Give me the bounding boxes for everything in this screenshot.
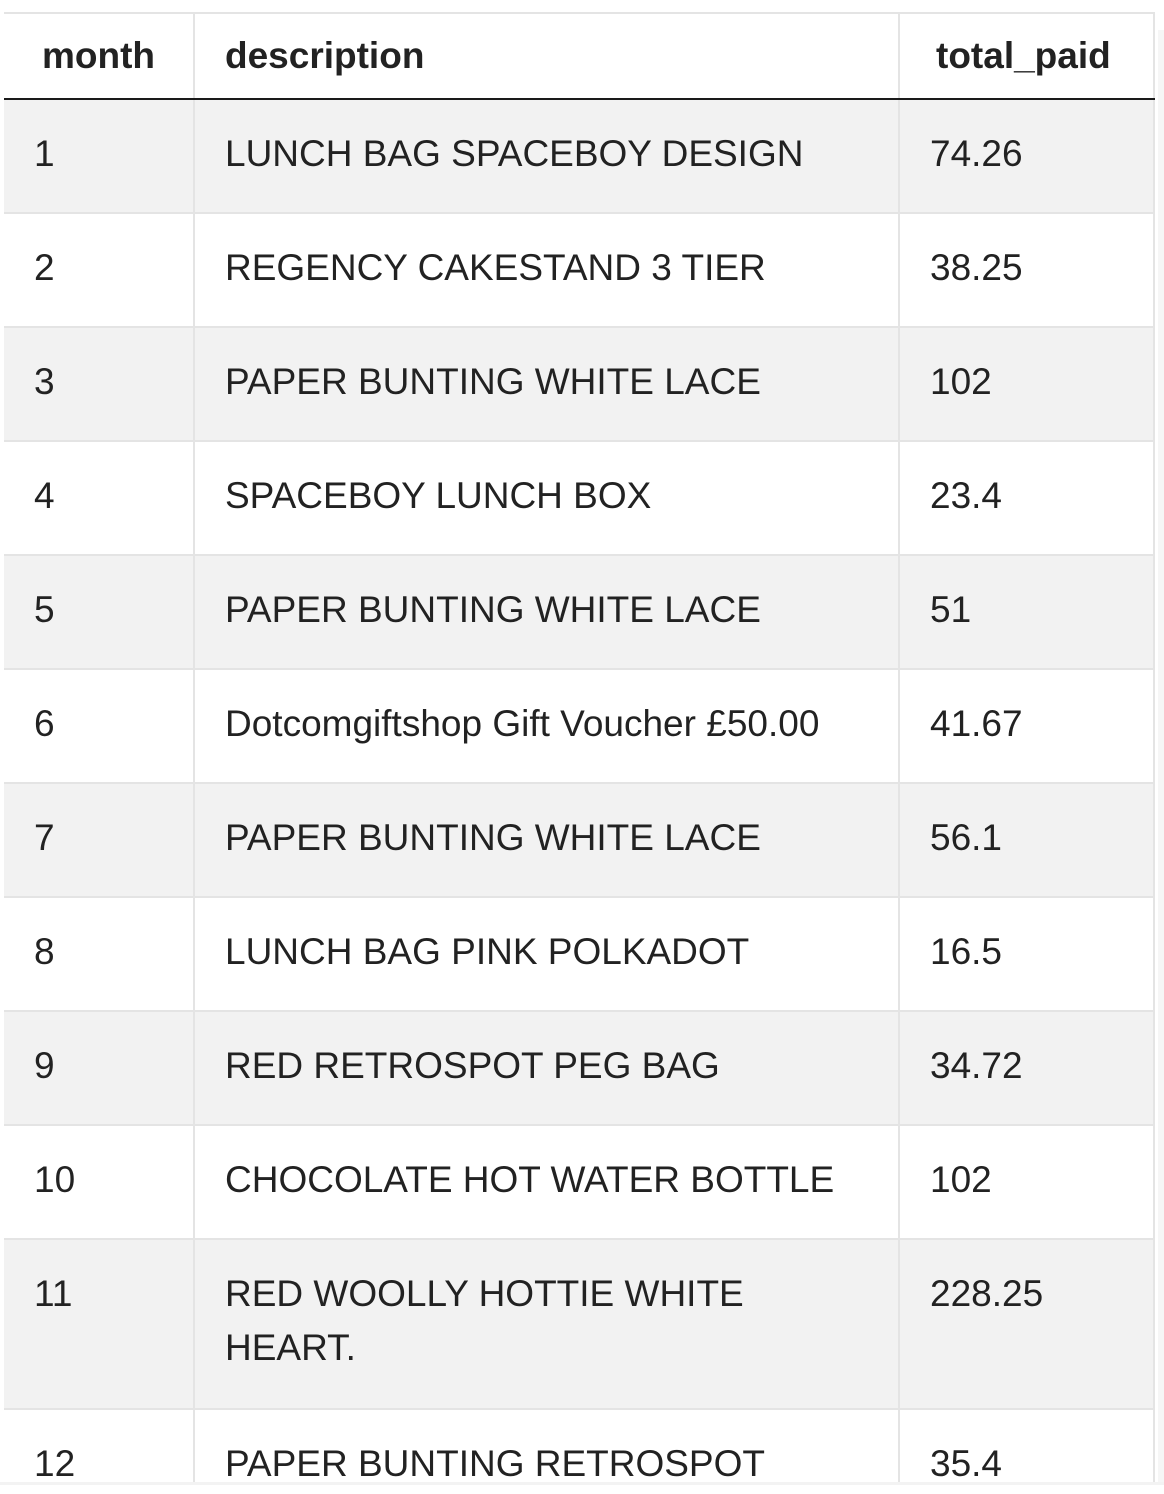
cell-description: PAPER BUNTING WHITE LACE — [193, 782, 899, 897]
cell-total-paid: 38.25 — [898, 212, 1155, 327]
cell-total-paid: 23.4 — [898, 440, 1155, 555]
cell-description: LUNCH BAG PINK POLKADOT — [193, 896, 899, 1011]
cell-total-paid: 228.25 — [898, 1238, 1155, 1409]
cell-total-paid: 102 — [898, 1124, 1155, 1239]
cell-month: 1 — [4, 98, 194, 213]
cell-total-paid: 102 — [898, 326, 1155, 441]
table-row: 9 RED RETROSPOT PEG BAG 34.72 — [4, 1010, 1155, 1125]
cell-description: PAPER BUNTING RETROSPOT — [193, 1408, 899, 1482]
cell-total-paid: 16.5 — [898, 896, 1155, 1011]
cell-description: PAPER BUNTING WHITE LACE — [193, 554, 899, 669]
header-row: month description total_paid — [4, 12, 1155, 100]
vertical-scrollbar[interactable] — [1158, 30, 1164, 1482]
table-row: 4 SPACEBOY LUNCH BOX 23.4 — [4, 440, 1155, 555]
cell-month: 10 — [4, 1124, 194, 1239]
column-header-total-paid: total_paid — [898, 12, 1155, 100]
table-row: 2 REGENCY CAKESTAND 3 TIER 38.25 — [4, 212, 1155, 327]
table-row: 7 PAPER BUNTING WHITE LACE 56.1 — [4, 782, 1155, 897]
cell-month: 11 — [4, 1238, 194, 1409]
table-row: 11 RED WOOLLY HOTTIE WHITE HEART. 228.25 — [4, 1238, 1155, 1409]
cell-total-paid: 74.26 — [898, 98, 1155, 213]
results-table: month description total_paid 1 LUNCH BAG… — [4, 12, 1155, 1482]
cell-month: 8 — [4, 896, 194, 1011]
table-row: 6 Dotcomgiftshop Gift Voucher £50.00 41.… — [4, 668, 1155, 783]
cell-description: REGENCY CAKESTAND 3 TIER — [193, 212, 899, 327]
cell-description: PAPER BUNTING WHITE LACE — [193, 326, 899, 441]
cell-month: 2 — [4, 212, 194, 327]
cell-total-paid: 35.4 — [898, 1408, 1155, 1482]
cell-month: 9 — [4, 1010, 194, 1125]
cell-month: 6 — [4, 668, 194, 783]
cell-description: RED RETROSPOT PEG BAG — [193, 1010, 899, 1125]
table-row: 12 PAPER BUNTING RETROSPOT 35.4 — [4, 1408, 1155, 1482]
cell-total-paid: 34.72 — [898, 1010, 1155, 1125]
table-row: 8 LUNCH BAG PINK POLKADOT 16.5 — [4, 896, 1155, 1011]
table-row: 10 CHOCOLATE HOT WATER BOTTLE 102 — [4, 1124, 1155, 1239]
table-header: month description total_paid — [4, 12, 1155, 100]
cell-month: 5 — [4, 554, 194, 669]
cell-month: 12 — [4, 1408, 194, 1482]
cell-total-paid: 41.67 — [898, 668, 1155, 783]
cell-total-paid: 51 — [898, 554, 1155, 669]
cell-description: SPACEBOY LUNCH BOX — [193, 440, 899, 555]
cell-month: 7 — [4, 782, 194, 897]
cell-description: LUNCH BAG SPACEBOY DESIGN — [193, 98, 899, 213]
cell-description: CHOCOLATE HOT WATER BOTTLE — [193, 1124, 899, 1239]
cell-description: Dotcomgiftshop Gift Voucher £50.00 — [193, 668, 899, 783]
cell-total-paid: 56.1 — [898, 782, 1155, 897]
cell-description: RED WOOLLY HOTTIE WHITE HEART. — [193, 1238, 899, 1409]
table-body: 1 LUNCH BAG SPACEBOY DESIGN 74.26 2 REGE… — [4, 98, 1155, 1482]
column-header-description: description — [193, 12, 899, 100]
table-row: 1 LUNCH BAG SPACEBOY DESIGN 74.26 — [4, 98, 1155, 213]
cell-month: 4 — [4, 440, 194, 555]
cell-month: 3 — [4, 326, 194, 441]
column-header-month: month — [4, 12, 194, 100]
table-row: 5 PAPER BUNTING WHITE LACE 51 — [4, 554, 1155, 669]
table-row: 3 PAPER BUNTING WHITE LACE 102 — [4, 326, 1155, 441]
